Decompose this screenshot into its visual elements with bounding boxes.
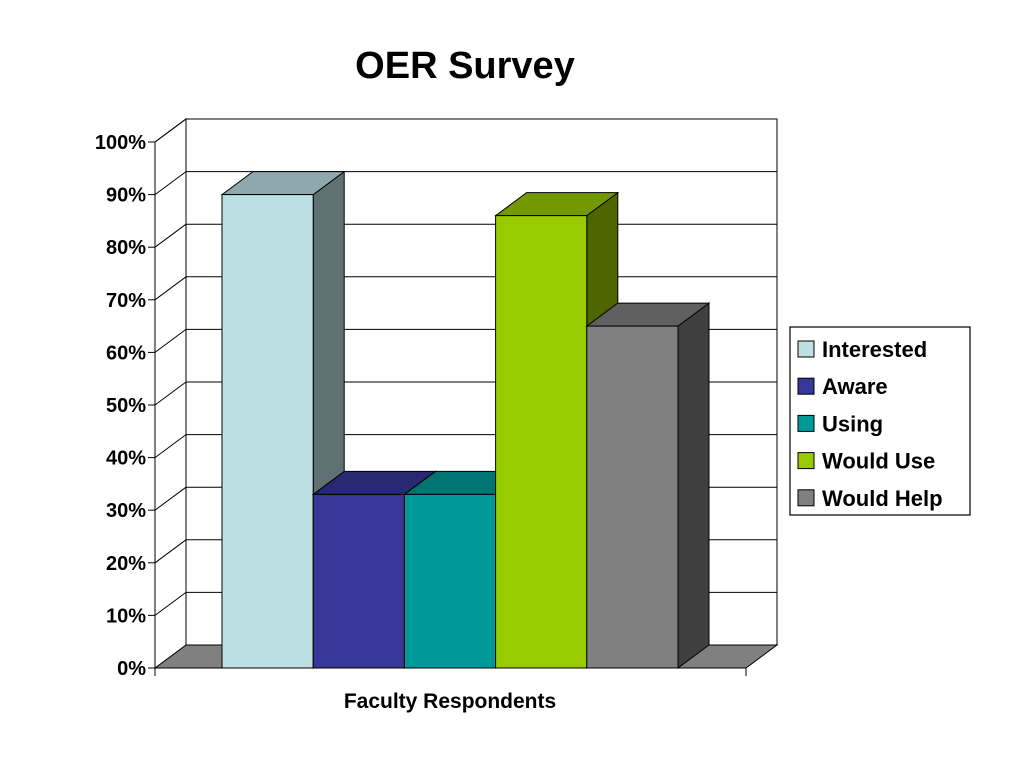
legend-label: Aware <box>822 374 888 399</box>
gridline-side <box>154 328 187 353</box>
y-tick-label: 80% <box>106 237 146 259</box>
gridline-side <box>154 171 187 196</box>
y-tick-label: 0% <box>117 658 146 680</box>
legend-item: Using <box>797 411 883 436</box>
legend-item: Would Use <box>797 449 935 474</box>
y-tick-label: 20% <box>106 553 146 575</box>
bar-would-help <box>585 302 711 669</box>
gridline-side <box>154 223 187 248</box>
bar-front <box>312 493 405 669</box>
bar-front <box>495 215 588 669</box>
gridline-side <box>154 539 187 564</box>
gridline-side <box>154 434 187 459</box>
y-tick-label: 30% <box>106 500 146 522</box>
bar-front <box>403 493 497 669</box>
gridline-side <box>154 381 187 406</box>
legend-label: Interested <box>822 337 927 362</box>
legend-swatch <box>797 377 815 395</box>
legend-label: Using <box>822 411 883 436</box>
legend-swatch <box>797 489 815 507</box>
bar-front <box>586 325 679 669</box>
gridline-side <box>154 591 187 616</box>
y-tick-label: 50% <box>106 395 146 417</box>
bar-side <box>677 302 710 669</box>
bar-front <box>221 194 314 669</box>
legend-swatch <box>797 340 815 358</box>
bars <box>220 170 711 669</box>
y-tick-label: 100% <box>95 132 146 154</box>
y-tick-label: 90% <box>106 185 146 207</box>
legend-box <box>789 326 971 516</box>
y-tick-label: 40% <box>106 448 146 470</box>
y-tick-label: 70% <box>106 290 146 312</box>
gridline-side <box>154 486 187 511</box>
legend: Interested Aware Using Would Use Would Help <box>789 326 971 516</box>
y-tick-label: 60% <box>106 342 146 364</box>
legend-label: Would Use <box>822 449 935 474</box>
legend-swatch <box>797 452 815 470</box>
y-axis-ticks: 0% 10% 20% 30% 40% 50% 60% 70% 80% 90% 100% <box>95 132 747 680</box>
chart-title: OER Survey <box>355 45 575 87</box>
legend-item: Would Help <box>797 486 943 511</box>
legend-label: Would Help <box>822 486 943 511</box>
gridline-side <box>154 276 187 301</box>
y-tick-label: 10% <box>106 605 146 627</box>
legend-item: Aware <box>797 374 888 399</box>
legend-item: Interested <box>797 337 927 362</box>
legend-swatch <box>797 414 815 432</box>
gridline-side <box>154 118 187 143</box>
x-axis-label: Faculty Respondents <box>344 690 556 713</box>
